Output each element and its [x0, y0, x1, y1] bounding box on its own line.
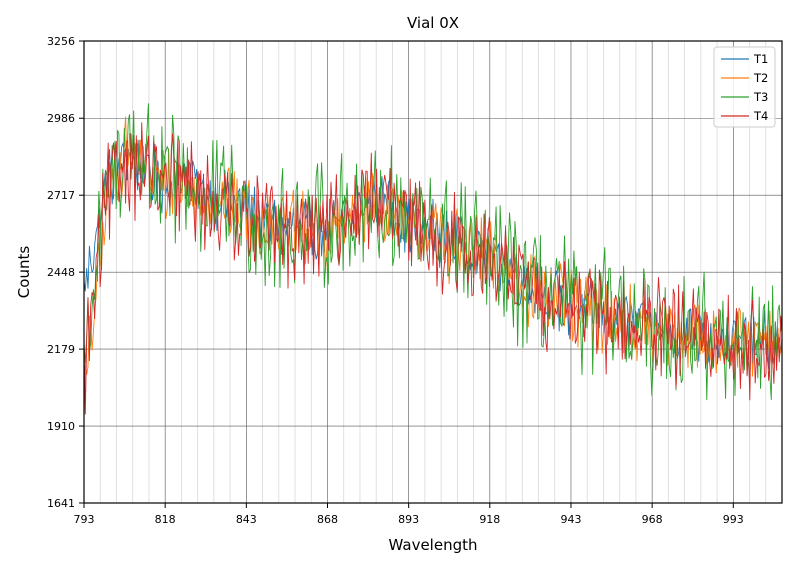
- legend-label-t4: T4: [753, 109, 768, 123]
- x-tick-label: 793: [74, 513, 95, 526]
- x-tick-label: 843: [236, 513, 257, 526]
- legend: T1 T2 T3 T4: [713, 46, 776, 128]
- major-grid: [83, 40, 782, 504]
- x-tick-label: 968: [642, 513, 663, 526]
- series-layer: [84, 103, 782, 417]
- series-line-t4: [84, 122, 782, 415]
- x-tick-label: 868: [317, 513, 338, 526]
- x-tick-label: 918: [479, 513, 500, 526]
- y-axis: 1641 1910 2179 2448 2717 2986 3256: [47, 35, 84, 510]
- y-tick-label: 2179: [47, 343, 75, 356]
- legend-box: [713, 46, 776, 128]
- y-tick-label: 2448: [47, 266, 75, 279]
- y-axis-label: Counts: [15, 246, 33, 299]
- y-tick-label: 3256: [47, 35, 75, 48]
- legend-label-t3: T3: [753, 90, 768, 104]
- x-axis: 793 818 843 868 893 918 943 968 993: [74, 503, 744, 526]
- y-tick-label: 2717: [47, 189, 75, 202]
- x-tick-label: 818: [155, 513, 176, 526]
- y-tick-label: 2986: [47, 112, 75, 125]
- legend-label-t1: T1: [753, 52, 768, 66]
- x-axis-label: Wavelength: [389, 536, 478, 554]
- x-tick-label: 893: [398, 513, 419, 526]
- y-tick-label: 1641: [47, 497, 75, 510]
- y-tick-label: 1910: [47, 420, 75, 433]
- chart-title: Vial 0X: [407, 14, 459, 32]
- legend-label-t2: T2: [753, 71, 768, 85]
- x-tick-label: 943: [560, 513, 581, 526]
- x-tick-label: 993: [723, 513, 744, 526]
